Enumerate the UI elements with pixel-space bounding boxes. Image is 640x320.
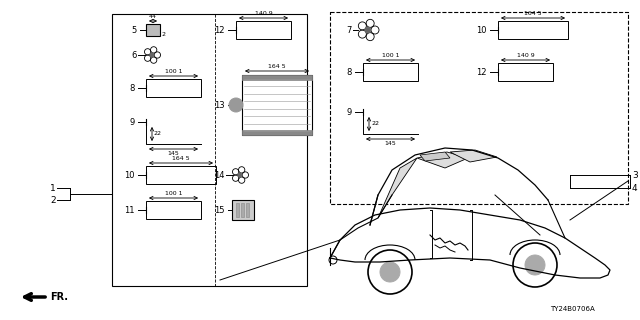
Text: 5: 5 bbox=[132, 26, 137, 35]
Text: 10: 10 bbox=[125, 171, 135, 180]
Bar bbox=[146, 79, 201, 97]
Text: 164 5: 164 5 bbox=[268, 64, 286, 69]
Circle shape bbox=[229, 98, 243, 112]
Text: 145: 145 bbox=[168, 151, 179, 156]
Text: 140 9: 140 9 bbox=[255, 11, 273, 16]
Text: 140 9: 140 9 bbox=[516, 53, 534, 58]
Circle shape bbox=[380, 262, 400, 282]
Text: 22: 22 bbox=[371, 121, 379, 125]
Polygon shape bbox=[420, 152, 450, 161]
Text: 12: 12 bbox=[477, 68, 487, 76]
Polygon shape bbox=[378, 158, 417, 218]
Text: 8: 8 bbox=[130, 84, 135, 92]
Text: 13: 13 bbox=[214, 100, 225, 109]
Bar bbox=[146, 201, 201, 219]
Text: 15: 15 bbox=[214, 205, 225, 214]
Text: 100 1: 100 1 bbox=[164, 191, 182, 196]
Circle shape bbox=[150, 53, 154, 57]
Text: 6: 6 bbox=[132, 51, 137, 60]
Text: TY24B0706A: TY24B0706A bbox=[550, 306, 595, 312]
Text: 11: 11 bbox=[125, 205, 135, 214]
Text: 9: 9 bbox=[130, 117, 135, 126]
Bar bbox=[246, 203, 249, 217]
Polygon shape bbox=[417, 152, 468, 168]
Text: 4: 4 bbox=[632, 183, 637, 193]
Bar bbox=[242, 75, 312, 135]
Text: 44: 44 bbox=[149, 14, 157, 19]
Circle shape bbox=[525, 255, 545, 275]
Text: 14: 14 bbox=[214, 171, 225, 180]
Text: 10: 10 bbox=[477, 26, 487, 35]
Text: FR.: FR. bbox=[50, 292, 68, 302]
Text: 12: 12 bbox=[214, 26, 225, 35]
Text: 164 5: 164 5 bbox=[172, 156, 190, 161]
Bar bbox=[242, 130, 312, 135]
Text: 1: 1 bbox=[51, 183, 56, 193]
Bar bbox=[242, 75, 312, 80]
Bar bbox=[330, 12, 628, 204]
Bar bbox=[498, 63, 553, 81]
Bar bbox=[232, 200, 254, 220]
Bar bbox=[498, 21, 568, 39]
Text: 145: 145 bbox=[385, 141, 396, 146]
Text: 3: 3 bbox=[632, 171, 637, 180]
Bar bbox=[146, 24, 160, 36]
Bar bbox=[236, 203, 239, 217]
Text: 2: 2 bbox=[51, 196, 56, 204]
Bar bbox=[112, 14, 307, 286]
Text: 7: 7 bbox=[347, 26, 352, 35]
Polygon shape bbox=[450, 150, 497, 162]
Bar bbox=[236, 21, 291, 39]
Text: 2: 2 bbox=[161, 32, 165, 37]
Text: 22: 22 bbox=[154, 131, 162, 135]
Text: 100 1: 100 1 bbox=[164, 69, 182, 74]
Bar bbox=[241, 203, 244, 217]
Circle shape bbox=[237, 173, 243, 177]
Bar bbox=[363, 63, 418, 81]
Text: 9: 9 bbox=[347, 108, 352, 116]
Text: 164 5: 164 5 bbox=[524, 11, 542, 16]
Circle shape bbox=[365, 27, 371, 33]
Bar bbox=[146, 166, 216, 184]
Text: 8: 8 bbox=[347, 68, 352, 76]
Text: 100 1: 100 1 bbox=[381, 53, 399, 58]
